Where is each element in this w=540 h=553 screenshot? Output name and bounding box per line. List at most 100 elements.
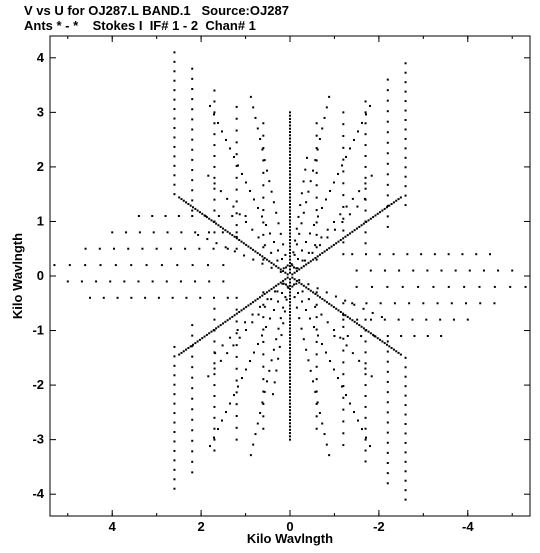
uv-point (399, 196, 402, 199)
uv-point (240, 309, 243, 312)
uv-point (395, 199, 398, 202)
uv-point (210, 330, 213, 333)
uv-point (397, 318, 400, 321)
uv-point (245, 328, 248, 331)
uv-point (191, 148, 194, 151)
uv-point (289, 419, 291, 421)
uv-point (213, 395, 216, 397)
uv-point (256, 127, 259, 130)
uv-point (386, 401, 389, 404)
uv-point (289, 288, 291, 291)
uv-point (398, 269, 401, 272)
uv-point (355, 285, 358, 288)
uv-point (215, 327, 218, 330)
uv-point (328, 95, 331, 98)
uv-point (362, 222, 365, 225)
uv-point (138, 231, 141, 234)
uv-point (270, 359, 273, 362)
uv-point (253, 351, 255, 354)
uv-point (370, 375, 373, 378)
uv-point (249, 95, 252, 98)
uv-point (289, 360, 291, 363)
uv-point (315, 221, 318, 224)
uv-point (295, 270, 298, 273)
uv-point (155, 247, 158, 250)
uv-point (284, 271, 287, 274)
uv-point (285, 298, 288, 301)
uv-point (173, 70, 176, 73)
uv-point (349, 402, 351, 405)
uv-point (299, 204, 302, 207)
uv-point (173, 412, 176, 415)
uv-point (289, 307, 291, 310)
uv-point (191, 67, 194, 70)
uv-point (289, 399, 291, 402)
uv-point (307, 283, 310, 286)
uv-point (337, 172, 339, 175)
uv-point (277, 283, 280, 286)
uv-point (113, 247, 115, 250)
uv-point (262, 122, 265, 125)
uv-point (80, 280, 83, 283)
uv-point (233, 250, 236, 253)
uv-point (189, 345, 192, 348)
uv-point (241, 377, 243, 380)
uv-point (364, 405, 367, 408)
uv-point (342, 314, 345, 317)
uv-point (289, 127, 291, 130)
uv-point (404, 385, 407, 388)
uv-point (325, 351, 327, 354)
uv-point (249, 302, 252, 305)
uv-point (191, 189, 194, 192)
uv-point (348, 213, 351, 216)
uv-point (235, 308, 238, 311)
uv-point (173, 89, 176, 92)
uv-point (404, 356, 407, 359)
uv-point (265, 223, 267, 226)
uv-point (289, 422, 291, 425)
uv-point (404, 194, 407, 197)
uv-point (217, 215, 220, 217)
uv-point (289, 216, 291, 219)
uv-point (360, 325, 363, 328)
uv-point (302, 338, 305, 341)
uv-point (401, 285, 404, 288)
uv-point (231, 215, 234, 217)
uv-point (296, 267, 299, 270)
uv-point (289, 383, 291, 385)
uv-point (251, 228, 254, 231)
uv-point (466, 318, 469, 321)
uv-point (213, 307, 216, 310)
uv-point (238, 311, 241, 313)
uv-point (277, 357, 280, 360)
uv-point (293, 266, 295, 269)
uv-point (397, 351, 400, 354)
uv-point (205, 333, 208, 336)
uv-point (381, 340, 384, 343)
uv-point (404, 432, 407, 435)
uv-point (420, 253, 423, 256)
uv-point (173, 127, 176, 129)
uv-point (213, 111, 216, 114)
uv-point (289, 235, 291, 238)
uv-point (360, 224, 363, 227)
uv-point (289, 173, 291, 176)
uv-point (386, 411, 389, 414)
uv-point (342, 217, 345, 220)
uv-point (298, 268, 301, 271)
uv-point (210, 219, 213, 222)
uv-point (245, 306, 248, 309)
uv-point (262, 390, 265, 393)
uv-point (191, 429, 194, 432)
uv-point (289, 343, 291, 346)
uv-point (151, 280, 154, 283)
uv-point (226, 247, 229, 250)
uv-point (404, 119, 407, 121)
uv-point (386, 183, 389, 186)
uv-point (213, 144, 216, 147)
uv-point (289, 278, 291, 281)
uv-point (326, 236, 329, 239)
uv-point (364, 395, 367, 397)
uv-point (289, 248, 291, 251)
uv-point (289, 189, 291, 192)
